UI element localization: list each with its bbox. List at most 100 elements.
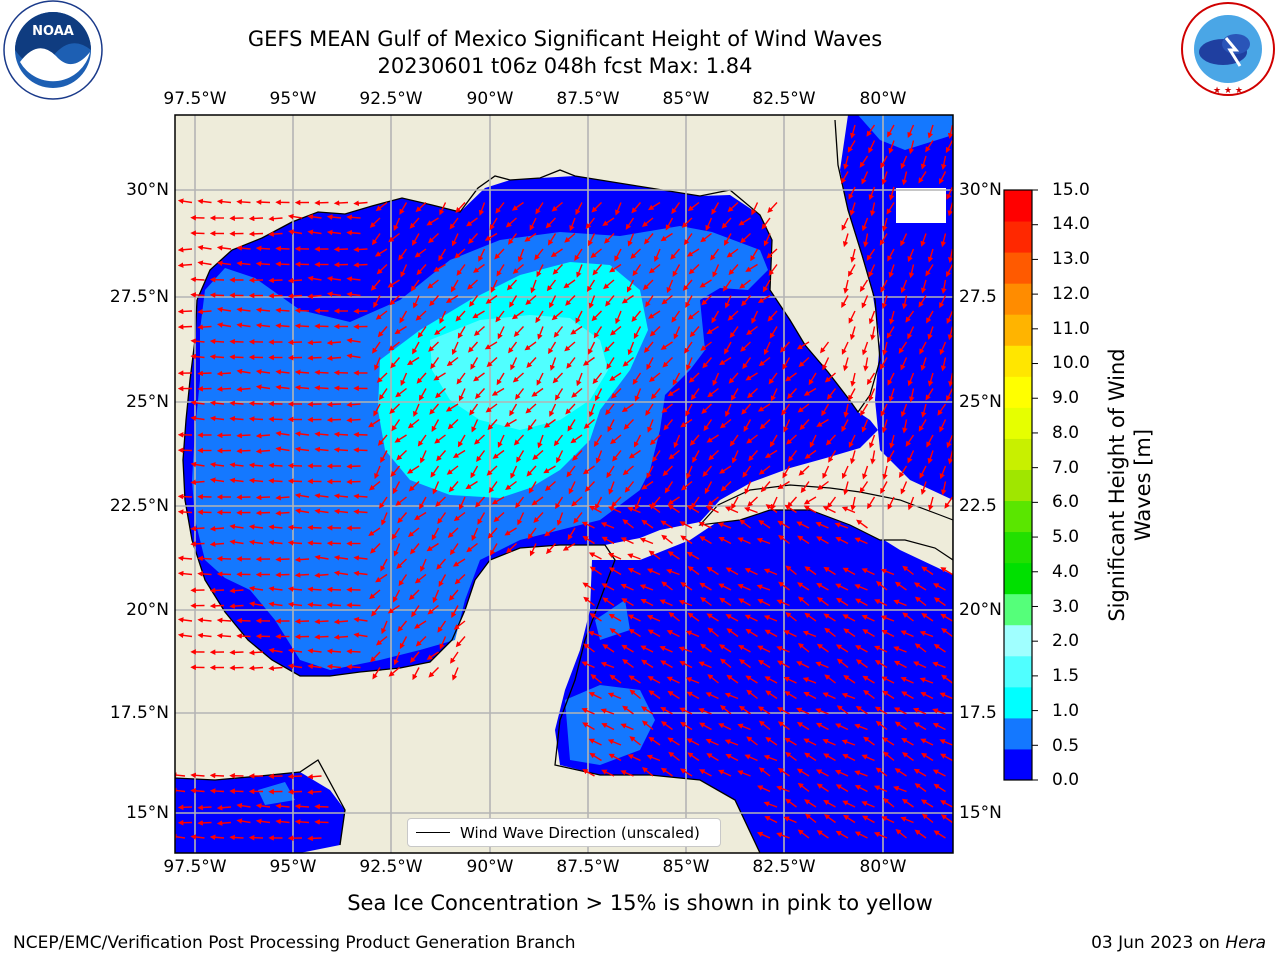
wind-wave-arrow <box>603 279 615 290</box>
wind-wave-arrow <box>516 450 525 463</box>
wind-wave-arrow <box>803 496 817 505</box>
wind-wave-arrow <box>216 386 232 392</box>
wind-wave-arrow <box>719 418 732 429</box>
wind-wave-arrow <box>728 372 739 384</box>
wind-wave-arrow <box>711 310 720 324</box>
wind-wave-arrow <box>647 629 661 638</box>
wind-wave-arrow <box>776 599 790 607</box>
wind-wave-arrow <box>346 337 361 344</box>
wind-wave-arrow <box>294 819 310 825</box>
wind-wave-arrow <box>718 536 732 545</box>
wind-wave-arrow <box>216 633 232 639</box>
wind-wave-arrow <box>939 171 947 185</box>
wind-wave-arrow <box>393 543 401 557</box>
wind-wave-arrow <box>546 279 557 292</box>
wind-wave-arrow <box>641 480 654 490</box>
wind-wave-arrow <box>236 386 251 393</box>
lat-label-right: 27.5 <box>959 287 997 307</box>
wind-wave-arrow <box>570 325 583 335</box>
wind-wave-arrow <box>946 186 953 200</box>
wind-wave-arrow <box>880 403 888 417</box>
wind-wave-arrow <box>748 450 759 462</box>
wind-wave-arrow <box>809 434 817 448</box>
wind-wave-arrow <box>307 773 322 780</box>
wind-wave-arrow <box>294 556 310 563</box>
wind-wave-arrow <box>517 512 525 526</box>
wind-wave-arrow <box>820 341 830 354</box>
wind-wave-arrow <box>894 581 907 591</box>
wind-wave-arrow <box>372 341 381 354</box>
wind-wave-arrow <box>517 248 525 263</box>
wind-wave-arrow <box>941 627 953 638</box>
wind-wave-arrow <box>601 536 615 545</box>
wind-wave-arrow <box>562 542 576 551</box>
wind-wave-arrow <box>177 617 193 623</box>
wind-wave-arrow <box>671 202 681 215</box>
footer-date-text: 03 Jun 2023 on <box>1091 933 1226 953</box>
wind-wave-arrow <box>919 341 927 355</box>
wind-wave-arrow <box>391 419 401 432</box>
atlantic-missing <box>896 188 946 223</box>
wind-wave-arrow <box>275 446 290 452</box>
wind-wave-arrow <box>881 171 888 186</box>
wind-wave-arrow <box>925 264 934 277</box>
wind-wave-arrow <box>796 661 810 669</box>
wind-wave-arrow <box>209 587 225 594</box>
wind-wave-arrow <box>546 543 557 555</box>
wind-wave-arrow <box>868 186 876 201</box>
wind-wave-arrow <box>941 155 947 170</box>
wind-wave-arrow <box>921 403 927 418</box>
wind-wave-arrow <box>672 372 681 386</box>
wind-wave-arrow <box>416 372 427 384</box>
wind-wave-arrow <box>496 372 505 386</box>
wind-wave-arrow <box>484 341 498 350</box>
wind-wave-arrow <box>620 537 634 545</box>
wind-wave-arrow <box>750 248 759 262</box>
wind-wave-arrow <box>229 415 244 422</box>
colorbar-tick: 3.0 <box>1052 597 1080 617</box>
lat-label-right: 30°N <box>959 180 1002 200</box>
wind-wave-arrow <box>907 326 915 340</box>
wind-wave-arrow <box>705 217 713 232</box>
wind-wave-arrow <box>766 248 778 259</box>
wind-wave-arrow <box>711 202 720 215</box>
wind-wave-arrow <box>507 233 518 245</box>
wind-wave-arrow <box>190 400 205 406</box>
wind-wave-arrow <box>835 537 849 545</box>
wind-wave-arrow <box>294 572 310 578</box>
wind-wave-arrow <box>626 279 635 293</box>
wind-wave-arrow <box>451 233 459 247</box>
wind-wave-arrow <box>412 295 420 309</box>
wind-wave-arrow <box>346 648 361 655</box>
wind-wave-arrow <box>907 248 915 263</box>
wind-wave-arrow <box>866 124 876 137</box>
wind-wave-arrow <box>698 661 712 669</box>
wind-wave-arrow <box>509 403 518 417</box>
wind-wave-arrow <box>190 292 205 298</box>
wind-wave-arrow <box>804 566 817 576</box>
wind-wave-arrow <box>827 496 837 509</box>
wind-wave-arrow <box>268 586 283 592</box>
wind-wave-arrow <box>919 630 934 638</box>
lon-label-bottom: 80°W <box>859 857 907 877</box>
wind-wave-arrow <box>628 449 641 459</box>
wind-wave-arrow <box>190 353 205 360</box>
wind-wave-arrow <box>780 341 791 353</box>
wind-wave-arrow <box>381 620 388 635</box>
wind-wave-arrow <box>668 449 680 460</box>
wind-wave-arrow <box>822 506 836 514</box>
wind-wave-arrow <box>531 387 544 397</box>
wind-wave-arrow <box>725 403 732 418</box>
wind-wave-arrow <box>918 295 927 308</box>
wind-wave-arrow <box>868 434 876 449</box>
wind-wave-arrow <box>783 630 797 638</box>
wind-wave-arrow <box>551 310 563 321</box>
wind-wave-arrow <box>946 310 953 325</box>
wind-wave-arrow <box>448 481 459 493</box>
wind-wave-arrow <box>737 583 751 591</box>
wind-wave-arrow <box>414 573 427 584</box>
wind-wave-arrow <box>757 403 771 412</box>
colorbar-label: Significant Height of Wind Waves [m] <box>1105 348 1155 622</box>
wind-wave-arrow <box>842 614 856 622</box>
wind-wave-arrow <box>921 613 934 622</box>
